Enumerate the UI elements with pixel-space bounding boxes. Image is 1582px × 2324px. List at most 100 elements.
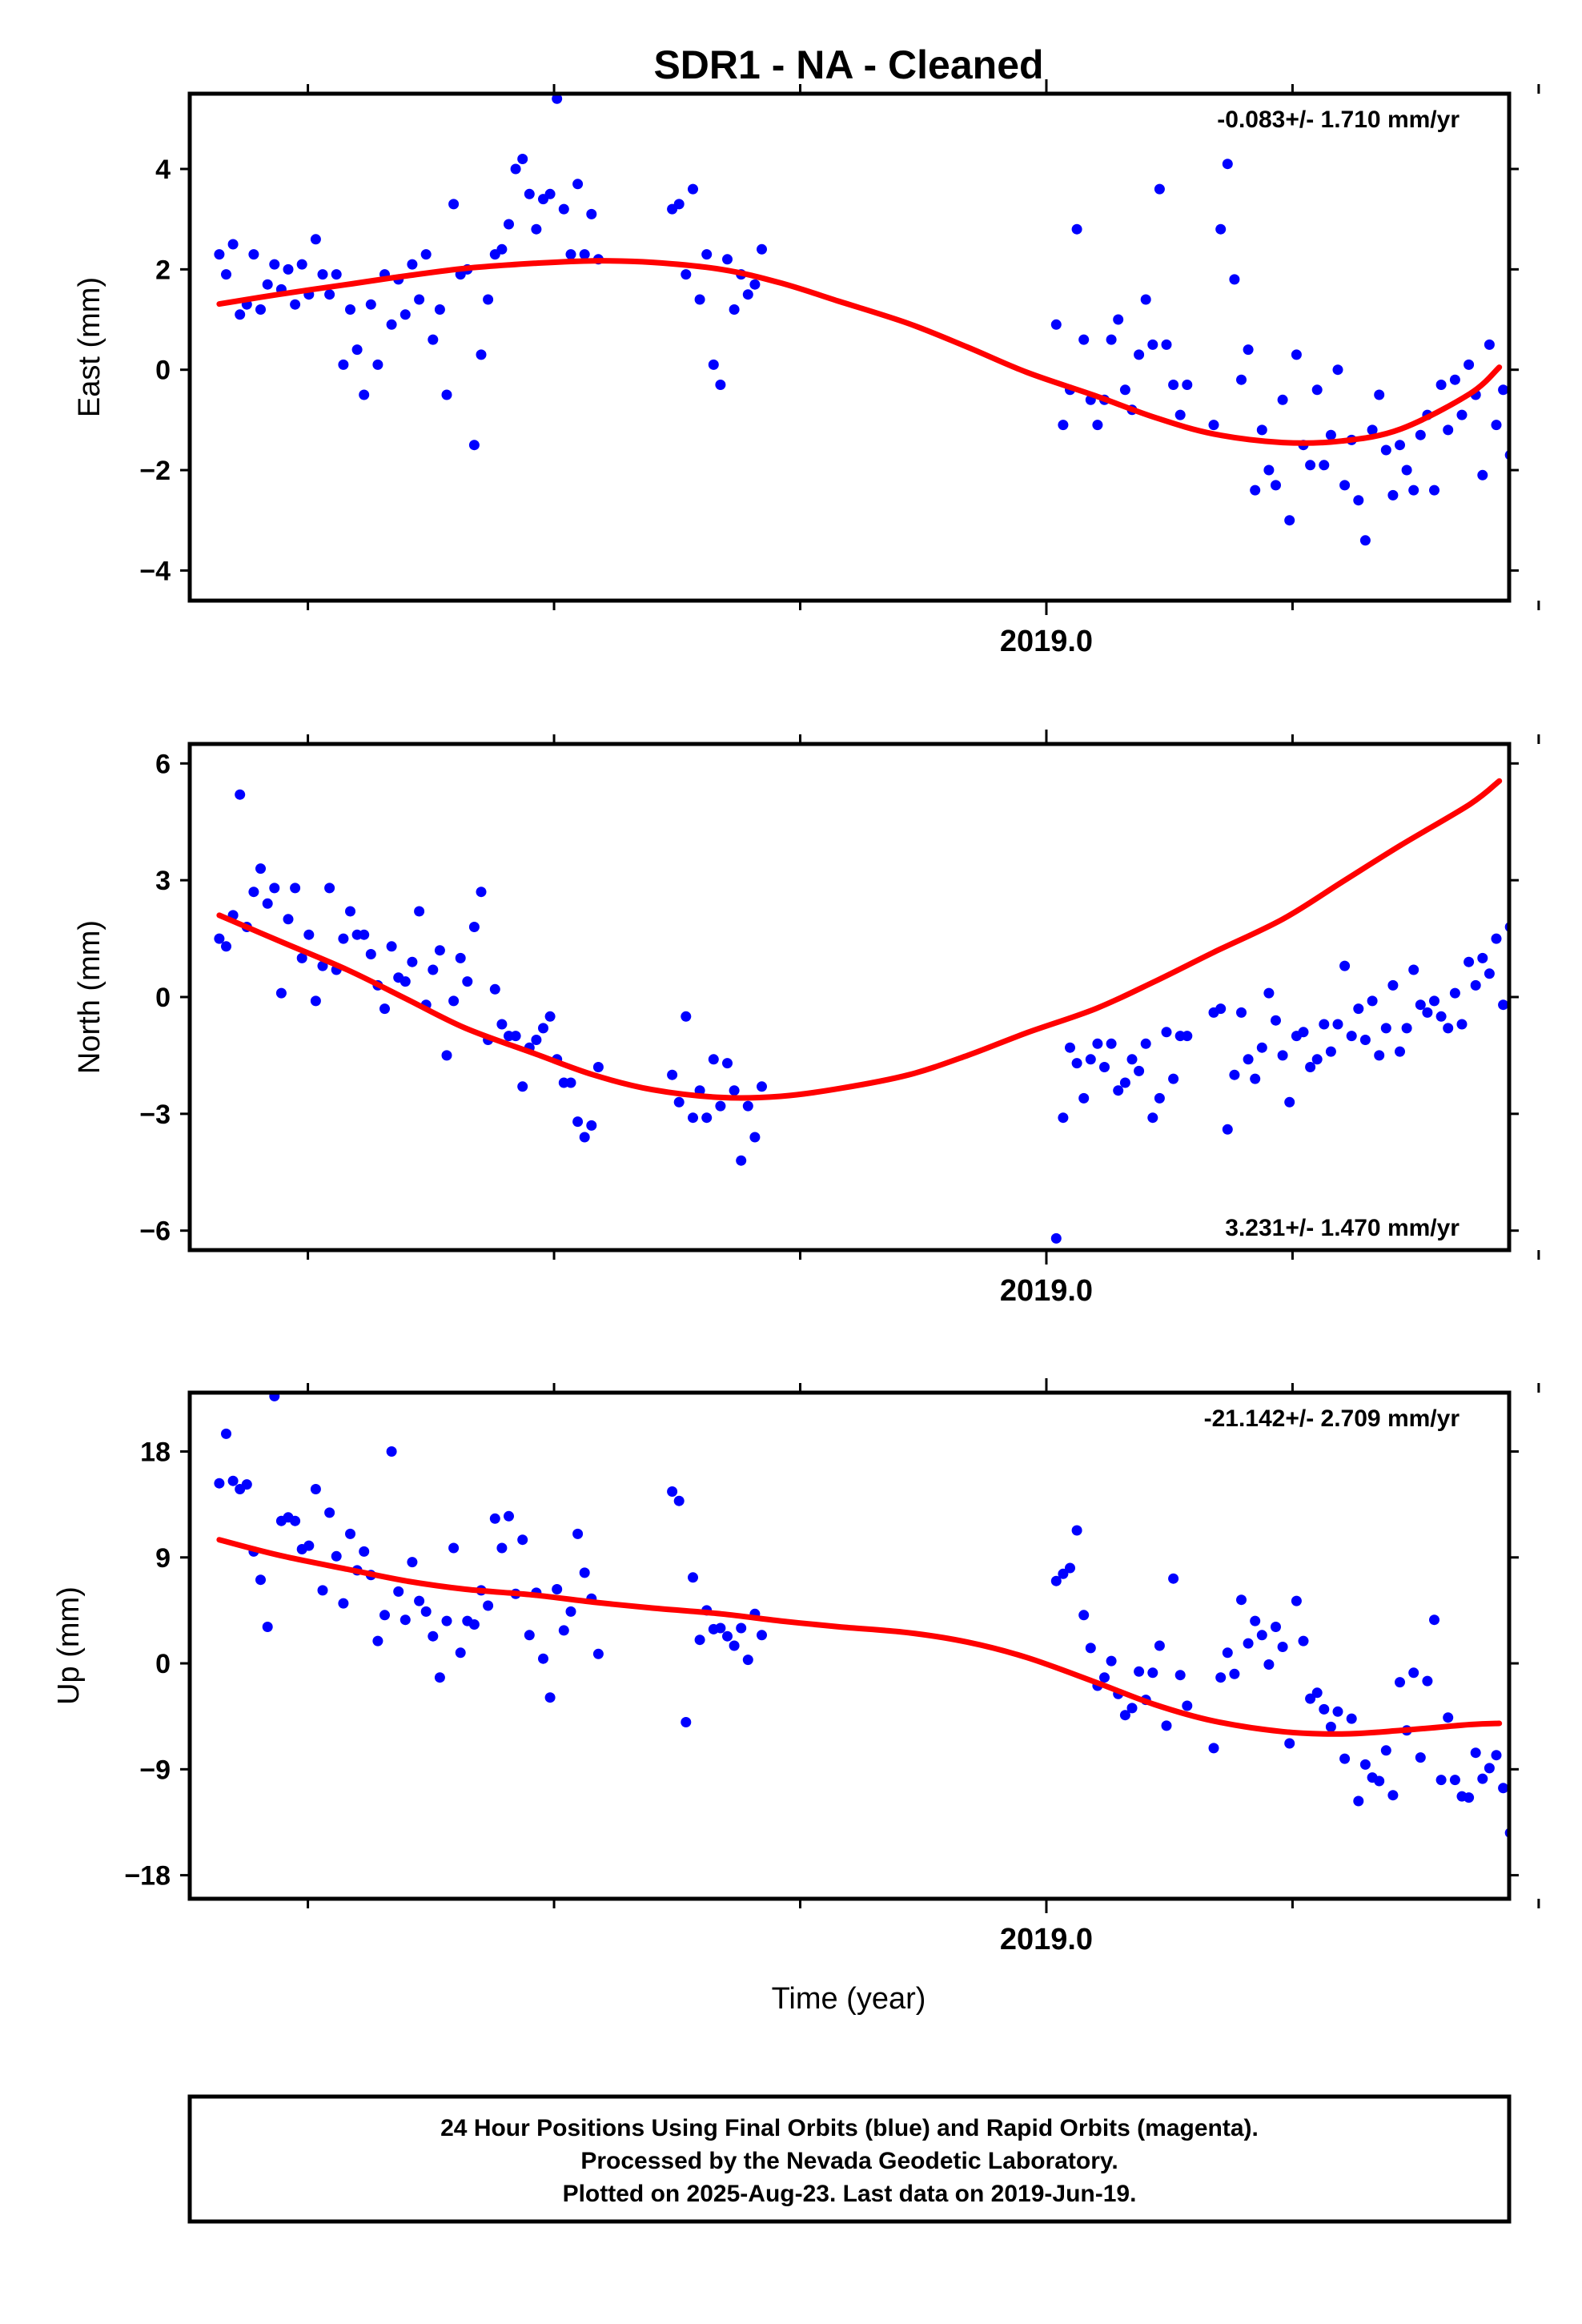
north-data-point	[1484, 968, 1495, 979]
east-data-point	[1477, 469, 1488, 480]
east-data-point	[715, 380, 726, 390]
east-data-point	[1222, 159, 1233, 170]
north-data-point	[359, 929, 370, 940]
north-data-point	[1339, 960, 1351, 971]
east-data-point	[1305, 460, 1316, 471]
north-data-point	[667, 1069, 678, 1080]
up-data-point	[1540, 1765, 1550, 1775]
up-data-point	[1256, 1630, 1267, 1641]
north-data-point	[1367, 995, 1378, 1007]
east-data-point	[1395, 440, 1405, 451]
east-data-point	[1243, 344, 1254, 356]
north-data-point	[757, 1081, 767, 1092]
north-data-point	[1298, 1027, 1309, 1038]
north-data-point	[476, 887, 487, 898]
east-data-point	[673, 199, 685, 210]
panel-east: −4 −2 0 2 4 2019.0 East (mm) -0.083+/- 1.710 mm…	[73, 79, 1540, 658]
north-data-point	[1560, 750, 1571, 761]
up-data-point	[1449, 1775, 1460, 1786]
north-data-point	[579, 1132, 590, 1143]
north-data-point	[1311, 1054, 1323, 1065]
north-data-point	[715, 1100, 726, 1112]
east-data-point	[1154, 183, 1165, 195]
east-ytick-label: 2	[155, 255, 171, 285]
east-data-point	[359, 389, 370, 400]
up-data-point	[1415, 1752, 1426, 1763]
east-data-point	[262, 279, 273, 290]
north-ytick-label: 0	[155, 983, 171, 1013]
north-data-point	[1119, 1077, 1130, 1088]
north-data-point	[1464, 956, 1475, 967]
north-data-point	[688, 1112, 698, 1124]
north-data-point	[386, 941, 397, 952]
footer-box: 24 Hour Positions Using Final Orbits (bl…	[187, 2094, 1512, 2224]
north-data-point	[1429, 995, 1439, 1007]
north-data-point	[586, 1120, 597, 1131]
up-data-point	[1147, 1667, 1158, 1679]
east-data-point	[510, 163, 521, 175]
east-data-point	[552, 94, 563, 104]
north-data-point	[673, 1096, 685, 1108]
east-data-point	[214, 249, 225, 260]
up-data-point	[1574, 1779, 1582, 1790]
north-data-point	[1408, 964, 1419, 975]
north-data-point	[345, 906, 355, 917]
north-data-point	[531, 1035, 542, 1045]
east-data-point	[1319, 460, 1330, 471]
north-data-point	[1147, 1112, 1158, 1124]
east-data-point	[372, 359, 383, 370]
east-data-point	[517, 154, 528, 164]
north-rate-label: 3.231+/- 1.470 mm/yr	[1225, 1215, 1460, 1241]
north-data-point	[221, 941, 231, 952]
north-data-point	[1491, 933, 1502, 944]
east-data-point	[1512, 500, 1522, 510]
north-data-point	[1154, 1092, 1165, 1104]
up-data-point	[400, 1614, 411, 1626]
east-data-point	[749, 279, 761, 290]
east-data-point	[688, 183, 698, 195]
north-data-point	[214, 933, 225, 944]
footer-line-1: 24 Hour Positions Using Final Orbits (bl…	[440, 2115, 1259, 2141]
up-data-point	[729, 1640, 740, 1651]
up-data-point	[552, 1584, 563, 1594]
east-data-point	[1277, 394, 1288, 405]
east-data-point	[708, 359, 719, 370]
east-data-point	[1526, 404, 1536, 415]
north-data-point	[510, 1031, 521, 1042]
east-data-point	[1236, 374, 1247, 385]
up-data-point	[681, 1717, 692, 1727]
up-data-point	[1277, 1642, 1288, 1652]
north-data-point	[1113, 1085, 1124, 1096]
east-data-point	[694, 294, 705, 305]
up-xtick-label: 2019.0	[1000, 1923, 1093, 1956]
east-data-point	[1311, 384, 1323, 396]
north-ytick-label: 3	[155, 866, 171, 896]
north-ytick-label: 6	[155, 749, 171, 779]
north-xtick-label: 2019.0	[1000, 1274, 1093, 1308]
north-points	[214, 750, 1571, 1244]
panel-north: −6 −3 0 3 6 2019.0 North (mm) 3.231+/- 1.470 mm…	[73, 730, 1571, 1308]
up-ylabel: Up (mm)	[52, 1586, 86, 1705]
north-data-point	[722, 1058, 733, 1069]
east-points	[214, 94, 1536, 546]
up-data-point	[694, 1634, 705, 1646]
north-data-point	[1092, 1038, 1103, 1049]
up-data-point	[1477, 1773, 1488, 1784]
up-data-point	[241, 1479, 252, 1490]
up-data-point	[434, 1672, 445, 1683]
north-data-point	[1540, 953, 1550, 963]
up-data-point	[1546, 1790, 1556, 1800]
up-data-point	[1215, 1672, 1227, 1683]
up-data-point	[1182, 1700, 1193, 1711]
east-data-point	[351, 344, 363, 356]
east-data-point	[1263, 464, 1275, 476]
north-data-point	[303, 929, 315, 940]
east-data-point	[407, 259, 418, 270]
up-data-point	[221, 1428, 231, 1439]
north-data-point	[468, 922, 480, 932]
up-data-point	[227, 1475, 239, 1486]
east-data-point	[1519, 530, 1529, 541]
north-data-point	[275, 987, 287, 999]
east-data-point	[1380, 444, 1391, 456]
north-data-point	[1168, 1073, 1179, 1084]
